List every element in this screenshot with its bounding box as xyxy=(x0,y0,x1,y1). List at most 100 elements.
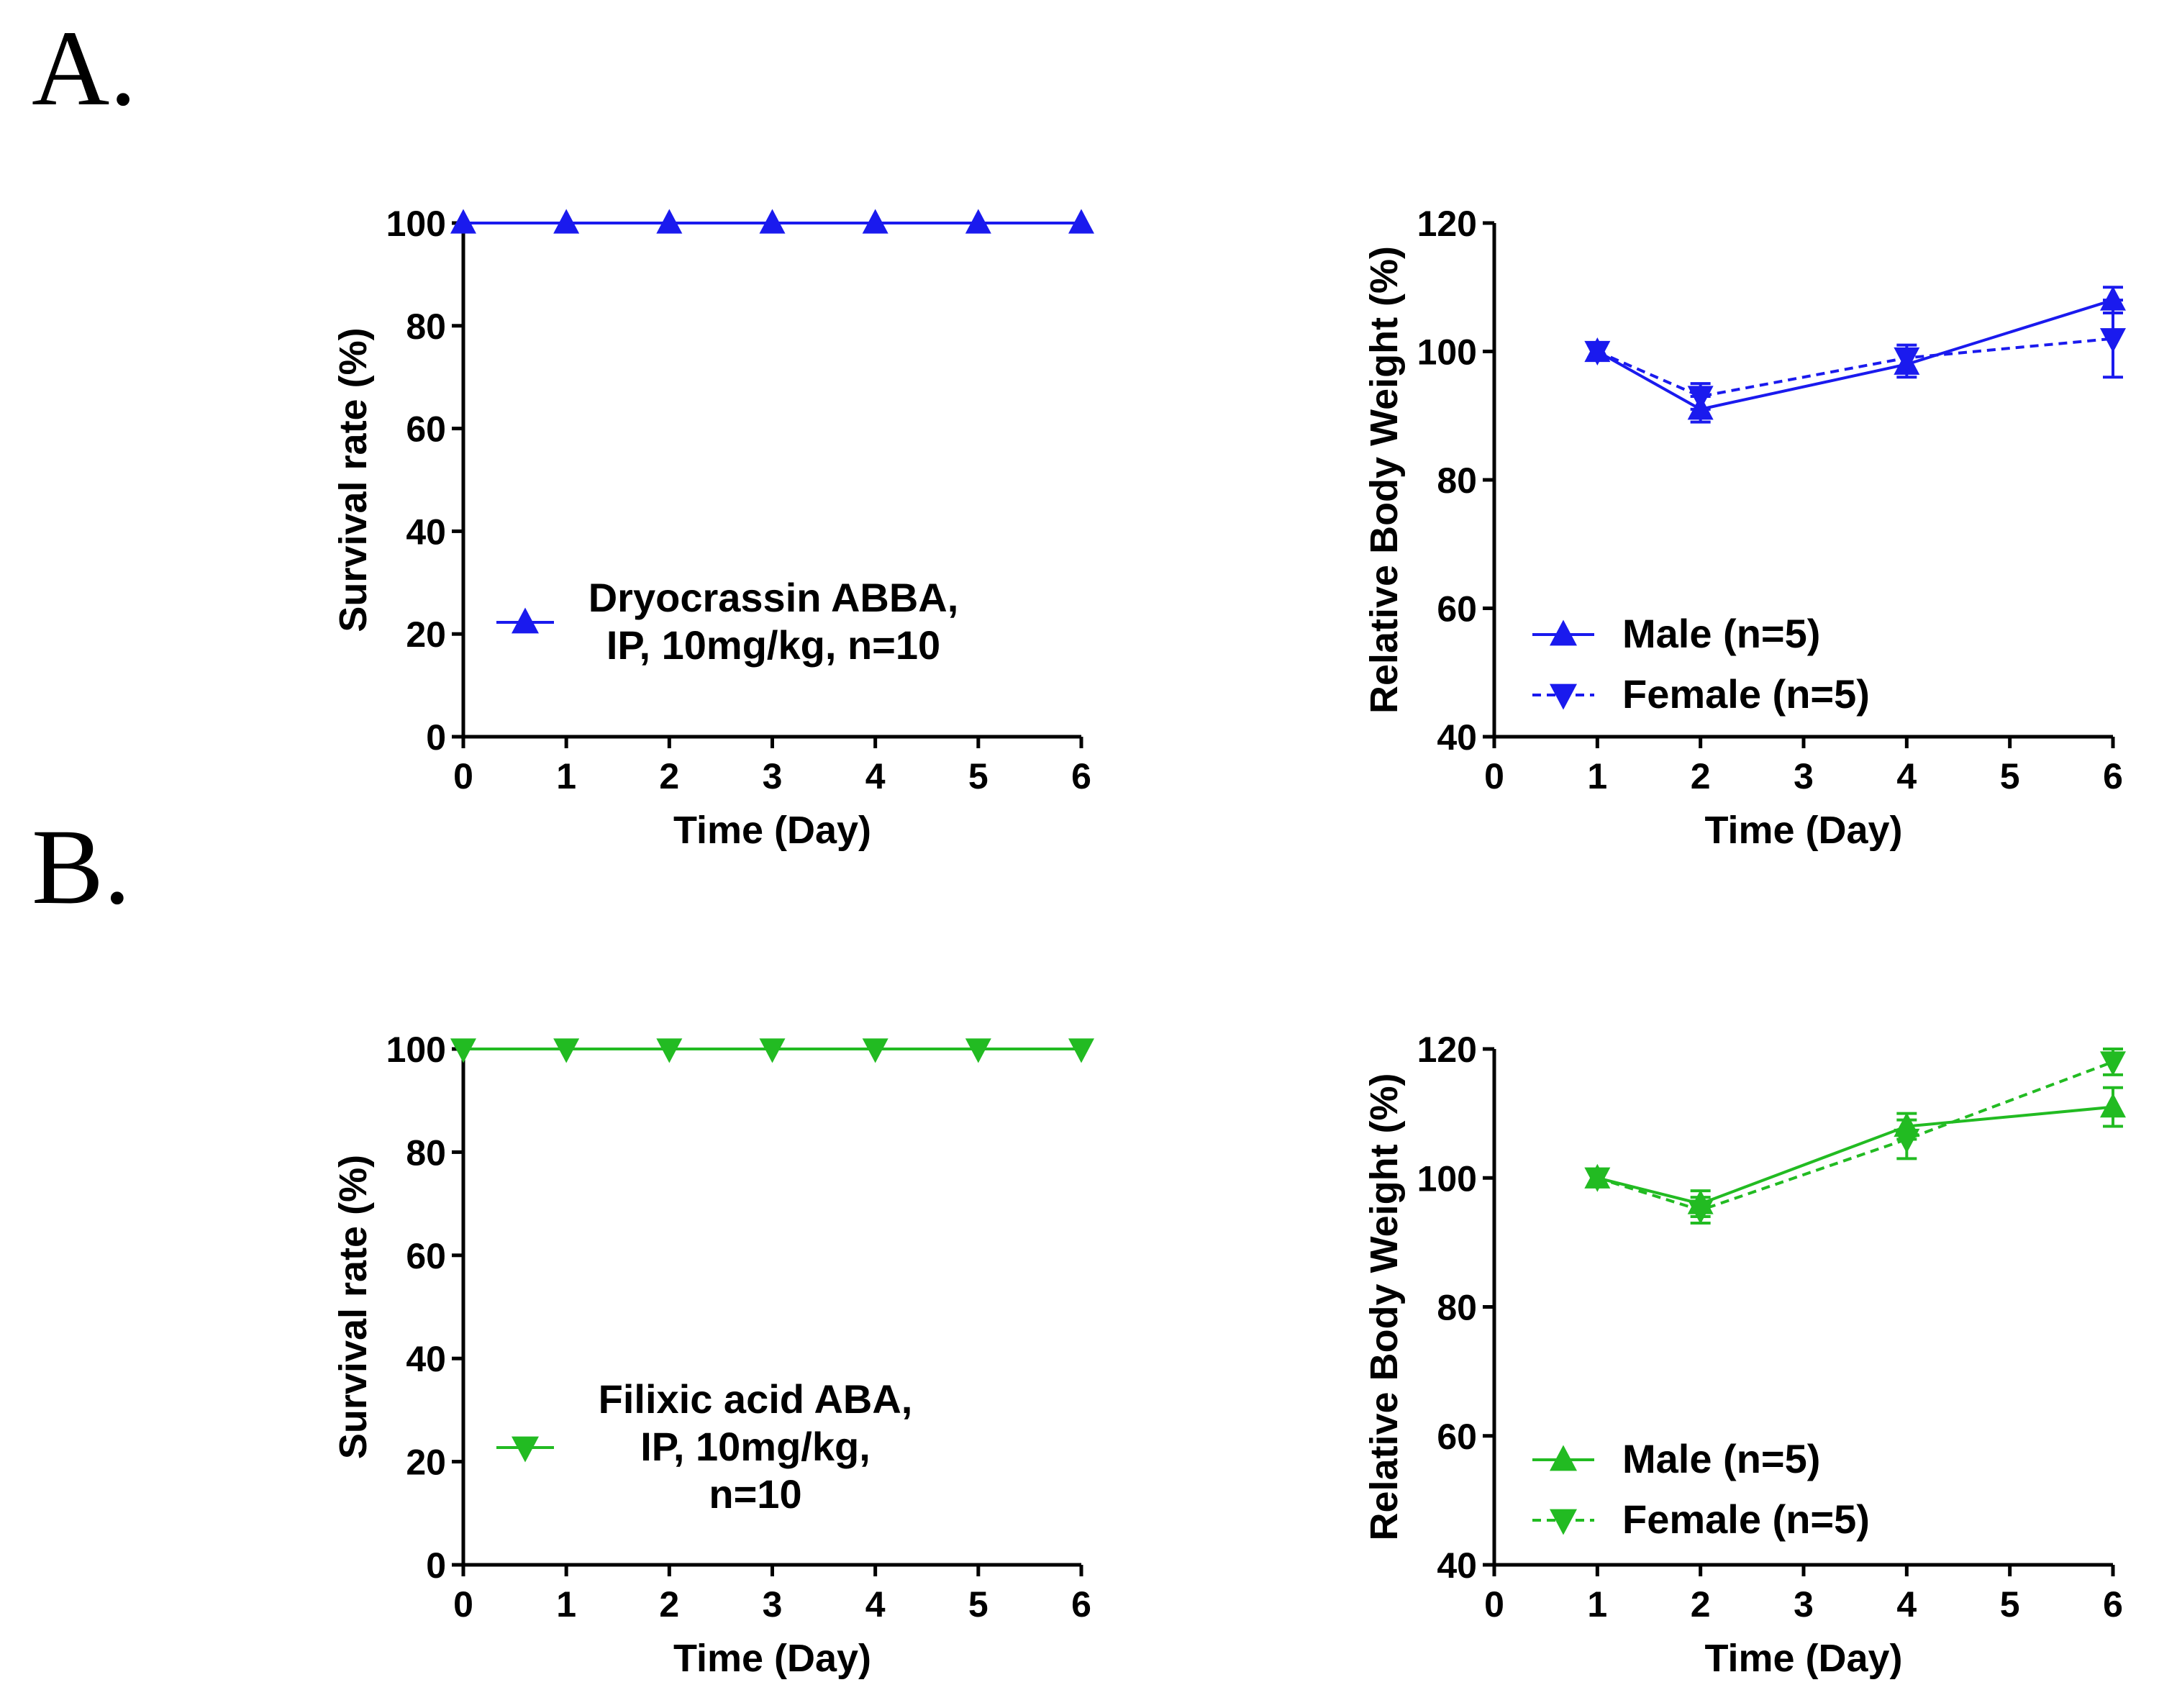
x-tick-label: 1 xyxy=(556,1584,576,1625)
panel-label-a: A. xyxy=(32,9,137,128)
y-tick-label: 60 xyxy=(406,1236,446,1276)
y-tick-label: 60 xyxy=(406,409,446,450)
data-point xyxy=(450,1038,476,1063)
data-point xyxy=(1584,1167,1611,1192)
legend-label: Male (n=5) xyxy=(1622,611,1820,656)
data-point xyxy=(2100,1051,2126,1076)
x-tick-label: 5 xyxy=(968,1584,988,1625)
data-point xyxy=(759,209,786,234)
y-tick-label: 40 xyxy=(406,512,446,552)
data-point xyxy=(656,209,683,234)
series-line xyxy=(1596,1105,2114,1206)
x-tick-label: 3 xyxy=(763,756,783,796)
y-tick-label: 100 xyxy=(386,204,446,244)
legend-entry: Male (n=5) xyxy=(1532,1436,1820,1481)
x-tick-label: 6 xyxy=(2103,1584,2123,1625)
x-tick-label: 6 xyxy=(1071,756,1091,796)
x-tick-label: 2 xyxy=(1691,756,1711,796)
x-tick-label: 1 xyxy=(1587,1584,1607,1625)
x-axis-title: Time (Day) xyxy=(673,1637,871,1680)
x-tick-label: 0 xyxy=(1484,1584,1504,1625)
data-point xyxy=(965,1038,991,1063)
legend-marker xyxy=(512,607,539,634)
series-line xyxy=(1596,299,2114,411)
x-tick-label: 4 xyxy=(865,756,886,796)
x-tick-label: 3 xyxy=(1794,1584,1814,1625)
legend-entry: Female (n=5) xyxy=(1532,1496,1870,1542)
y-tick-label: 20 xyxy=(406,614,446,655)
panel-label-b: B. xyxy=(32,807,131,927)
y-axis-title: Relative Body Weight (%) xyxy=(1363,1073,1406,1540)
series-down xyxy=(1584,1048,2126,1225)
series-up xyxy=(1584,286,2126,424)
y-tick-label: 80 xyxy=(406,306,446,347)
x-tick-label: 0 xyxy=(453,756,473,796)
legend-label: n=10 xyxy=(709,1471,801,1517)
data-point xyxy=(2100,328,2126,353)
x-tick-label: 5 xyxy=(2000,756,2020,796)
x-tick-label: 5 xyxy=(968,756,988,796)
legend-label: IP, 10mg/kg, n=10 xyxy=(606,622,940,668)
data-point xyxy=(2100,1093,2126,1118)
y-tick-label: 0 xyxy=(426,1545,446,1586)
x-tick-label: 1 xyxy=(556,756,576,796)
x-tick-label: 4 xyxy=(1896,756,1917,796)
legend-marker xyxy=(512,1436,539,1463)
data-point xyxy=(1068,209,1094,234)
x-tick-label: 2 xyxy=(1691,1584,1711,1625)
y-tick-label: 40 xyxy=(1437,717,1477,758)
data-point xyxy=(553,209,580,234)
y-tick-label: 100 xyxy=(1417,1158,1477,1199)
legend-label: IP, 10mg/kg, xyxy=(640,1424,871,1469)
series-up xyxy=(450,209,1094,234)
legend-label: Male (n=5) xyxy=(1622,1436,1820,1481)
y-tick-label: 120 xyxy=(1417,204,1477,244)
x-axis-title: Time (Day) xyxy=(1704,1637,1902,1680)
x-tick-label: 1 xyxy=(1587,756,1607,796)
series-down xyxy=(450,1038,1094,1063)
data-point xyxy=(450,209,476,234)
data-point xyxy=(1687,1199,1714,1225)
chart-A-weight: 40 60 80 100 120 0 1 2 3 4 5 6 Time (Day) Relative Bo… xyxy=(1363,204,2126,852)
x-tick-label: 6 xyxy=(1071,1584,1091,1625)
x-tick-label: 5 xyxy=(2000,1584,2020,1625)
data-point xyxy=(1584,340,1611,365)
y-tick-label: 120 xyxy=(1417,1030,1477,1070)
y-axis-title: Survival rate (%) xyxy=(332,1155,375,1459)
y-tick-label: 20 xyxy=(406,1443,446,1483)
data-point xyxy=(553,1038,580,1063)
data-point xyxy=(656,1038,683,1063)
x-tick-label: 4 xyxy=(865,1584,886,1625)
y-axis-title: Survival rate (%) xyxy=(332,327,375,632)
legend-marker xyxy=(1550,1509,1577,1535)
x-tick-label: 2 xyxy=(659,756,679,796)
legend-entry: Female (n=5) xyxy=(1532,671,1870,717)
y-tick-label: 0 xyxy=(426,717,446,758)
x-tick-label: 3 xyxy=(763,1584,783,1625)
legend-label: Filixic acid ABA, xyxy=(599,1376,913,1422)
legend-marker xyxy=(1550,1445,1577,1471)
y-axis-title: Relative Body Weight (%) xyxy=(1363,246,1406,714)
x-axis-title: Time (Day) xyxy=(673,809,871,852)
legend-label: Female (n=5) xyxy=(1622,671,1870,717)
x-tick-label: 4 xyxy=(1896,1584,1917,1625)
series-down xyxy=(1584,299,2126,411)
x-tick-label: 6 xyxy=(2103,756,2123,796)
y-tick-label: 60 xyxy=(1437,589,1477,630)
data-point xyxy=(1894,1128,1920,1153)
data-point xyxy=(1894,347,1920,372)
data-point xyxy=(2100,286,2126,311)
y-tick-label: 80 xyxy=(1437,460,1477,501)
legend-label: Female (n=5) xyxy=(1622,1496,1870,1542)
series-line xyxy=(1596,337,2114,399)
chart-B-survival: 0 20 40 60 80 100 0 1 2 3 4 5 6 Time (Day) Survival ra… xyxy=(332,1030,1094,1680)
legend-label: Dryocrassin ABBA, xyxy=(588,575,959,620)
data-point xyxy=(759,1038,786,1063)
series-line xyxy=(1596,1060,2114,1212)
y-tick-label: 80 xyxy=(1437,1288,1477,1328)
x-axis-title: Time (Day) xyxy=(1704,809,1902,852)
data-point xyxy=(1687,386,1714,411)
data-point xyxy=(965,209,991,234)
y-tick-label: 40 xyxy=(1437,1545,1477,1586)
